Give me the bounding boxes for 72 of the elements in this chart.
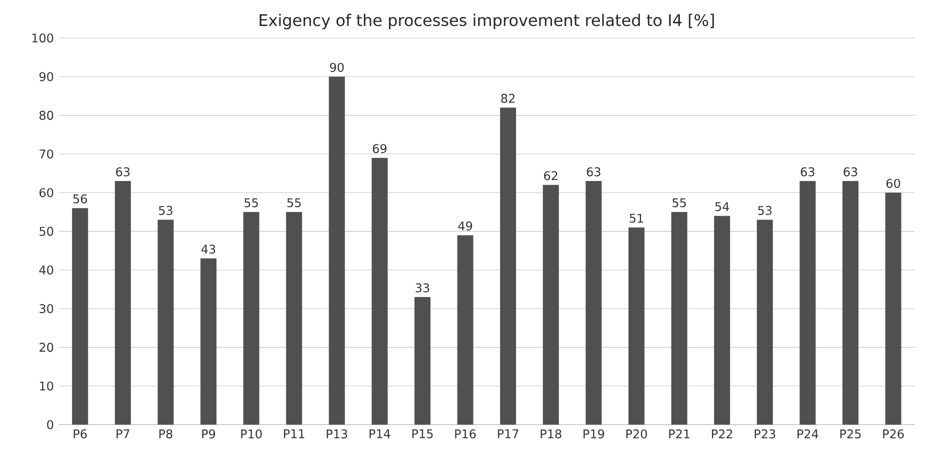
x-tick-label: P20 [626, 429, 647, 438]
bar [756, 220, 773, 425]
y-tick-label: 70 [40, 149, 54, 159]
x-tick-label: P13 [326, 429, 348, 438]
y-tick-label: 30 [40, 304, 54, 314]
bar [885, 192, 902, 425]
data-label: 55 [287, 198, 301, 208]
data-label: 62 [544, 171, 558, 180]
x-tick-label: P16 [455, 429, 476, 438]
x-tick-label: P6 [74, 429, 87, 438]
bar [800, 181, 816, 425]
bar [114, 181, 131, 425]
bar [542, 184, 559, 425]
data-label: 63 [800, 167, 814, 176]
bar [328, 76, 345, 425]
y-tick-label: 0 [47, 420, 54, 430]
bar [200, 258, 216, 425]
bar [158, 220, 174, 425]
x-tick-label: P26 [883, 429, 904, 438]
bar [500, 108, 516, 425]
y-tick-label: 40 [39, 265, 54, 275]
data-label: 43 [201, 244, 216, 254]
x-tick-label: P7 [116, 429, 130, 438]
y-tick-label: 50 [40, 226, 54, 236]
data-label: 69 [372, 144, 386, 154]
bar [586, 181, 602, 425]
y-tick-label: 100 [32, 33, 54, 43]
x-tick-label: P19 [584, 429, 604, 438]
data-label: 55 [672, 198, 686, 208]
x-tick-label: P22 [712, 429, 732, 438]
data-label: 49 [458, 221, 472, 230]
bar [457, 235, 474, 425]
y-tick-label: 80 [40, 110, 54, 120]
x-tick-label: P24 [798, 429, 818, 438]
x-tick-label: P14 [370, 429, 390, 438]
bar [714, 216, 730, 425]
data-label: 53 [758, 206, 772, 216]
chart-title: Exigency of the processes improvement related to I4 [%] [260, 14, 714, 30]
data-label: 33 [416, 283, 430, 292]
x-tick-label: P21 [669, 429, 690, 438]
data-label: 82 [501, 94, 515, 103]
data-label: 63 [844, 167, 858, 176]
x-tick-label: P18 [540, 429, 562, 438]
bar [414, 297, 430, 425]
data-label: 63 [586, 167, 600, 176]
bar [671, 212, 688, 425]
y-tick-label: 20 [40, 342, 54, 352]
data-label: 90 [330, 62, 344, 72]
x-tick-label: P11 [284, 429, 304, 438]
bar [842, 181, 858, 425]
data-label: 60 [886, 178, 900, 188]
bar [286, 212, 302, 425]
y-tick-label: 90 [39, 72, 54, 82]
x-tick-label: P10 [241, 429, 262, 438]
data-label: 55 [244, 198, 258, 208]
x-tick-label: P23 [754, 429, 776, 438]
x-tick-label: P8 [159, 429, 172, 438]
data-label: 56 [73, 194, 87, 204]
data-label: 54 [715, 202, 730, 212]
x-tick-label: P9 [202, 429, 216, 438]
data-label: 53 [158, 206, 172, 216]
x-tick-label: P25 [840, 429, 861, 438]
data-label: 51 [630, 214, 643, 223]
x-tick-label: P17 [498, 429, 518, 438]
data-label: 63 [116, 167, 130, 176]
y-tick-label: 60 [40, 188, 54, 198]
bar [628, 227, 644, 425]
x-tick-label: P15 [412, 429, 433, 438]
y-tick-label: 10 [40, 381, 54, 391]
bar [243, 212, 260, 425]
bar [72, 208, 88, 425]
bar [372, 158, 388, 425]
